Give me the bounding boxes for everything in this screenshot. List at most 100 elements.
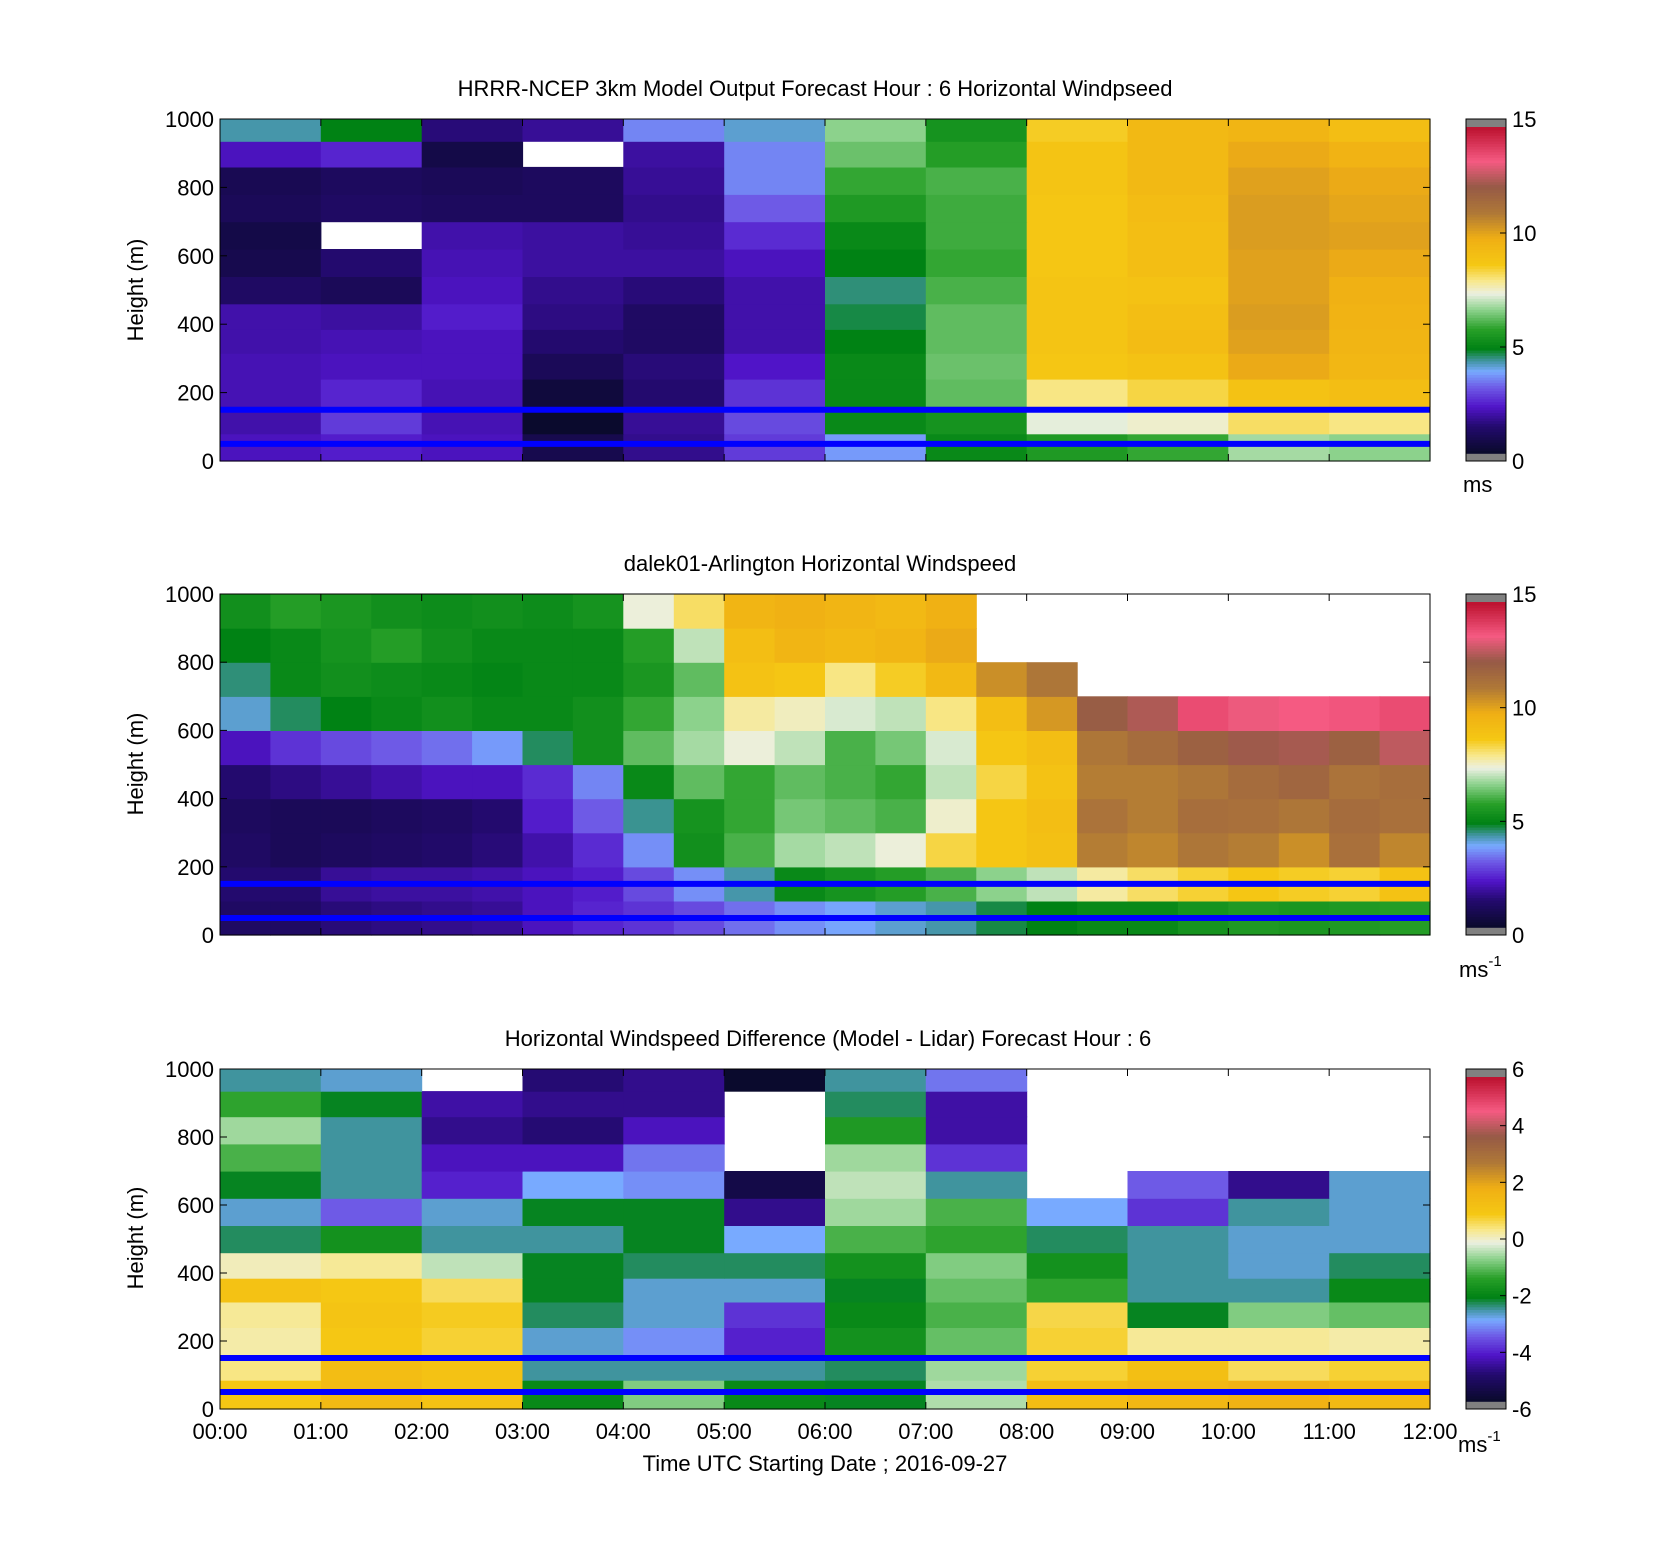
model-heatmap-cell (320, 378, 423, 407)
model-reference-lines (220, 406, 1430, 447)
model-colorbar-swatch (1466, 281, 1506, 286)
model-heatmap-cell (320, 249, 423, 277)
model-heatmap-cell (1026, 194, 1129, 223)
lidar-heatmap-cell (1127, 730, 1179, 766)
model-colorbar-swatch (1466, 344, 1506, 348)
model-colorbar-swatch (1466, 227, 1506, 231)
model-heatmap-cell (724, 141, 826, 168)
lidar-heatmap-cell (220, 832, 271, 868)
difference-heatmap-cell (825, 1091, 927, 1118)
difference-heatmap-cell (220, 1278, 322, 1303)
lidar-colorbar-swatch (1466, 664, 1506, 668)
lidar-heatmap-cell (1228, 764, 1280, 800)
lidar-heatmap-cell (421, 798, 473, 834)
difference-heatmap-cell (925, 1143, 1028, 1172)
lidar-heatmap-cell (673, 798, 725, 834)
model-heatmap-cell (1026, 329, 1129, 354)
lidar-colorbar-swatch (1466, 805, 1506, 809)
model-heatmap-cell (724, 194, 826, 223)
difference-heatmap-cell (925, 1091, 1028, 1118)
lidar-colorbar-swatch (1466, 707, 1506, 712)
difference-colorbar-swatch (1466, 1147, 1506, 1151)
x-axis-label: Time UTC Starting Date ; 2016-09-27 (643, 1451, 1008, 1476)
lidar-colorbar-swatch (1466, 623, 1506, 628)
difference-heatmap-cell (724, 1252, 826, 1279)
model-heatmap-cell (421, 194, 524, 223)
difference-colorbar-swatch (1466, 1349, 1506, 1354)
lidar-heatmap-cell (1026, 764, 1078, 800)
model-colorbar-swatch (1466, 360, 1506, 365)
difference-colorbar-swatch (1466, 1168, 1506, 1173)
model-heatmap-cell (1026, 166, 1129, 195)
lidar-heatmap-cell (925, 764, 977, 800)
difference-colorbar-swatch (1466, 1079, 1506, 1084)
lidar-heatmap-cell (220, 696, 271, 731)
lidar-heatmap-cell (1329, 798, 1381, 834)
difference-colorbar-swatch (1466, 1387, 1506, 1391)
model-colorbar-swatch (1466, 439, 1506, 443)
difference-colorbar-swatch (1466, 1328, 1506, 1332)
lidar-colorbar-over (1466, 594, 1506, 602)
model-heatmap-cell (825, 166, 927, 195)
difference-colorbar-swatch (1466, 1236, 1506, 1240)
model-colorbar-swatch (1466, 287, 1506, 291)
lidar-colorbar-swatch (1466, 702, 1506, 706)
difference-colorbar-swatch (1466, 1228, 1506, 1232)
difference-y-tick-label: 1000 (165, 1057, 214, 1082)
difference-colorbar-swatch (1466, 1255, 1506, 1259)
lidar-heatmap-cell (724, 832, 776, 868)
lidar-y-axis-label: Height (m) (123, 713, 148, 816)
lidar-colorbar-swatch (1466, 615, 1506, 619)
difference-heatmap-cell (220, 1069, 322, 1092)
difference-colorbar-swatch (1466, 1320, 1506, 1324)
lidar-heatmap-cell (673, 832, 725, 868)
lidar-colorbar-tick-label: 5 (1512, 809, 1524, 834)
difference-heatmap-cell (421, 1278, 524, 1303)
lidar-colorbar-swatch (1466, 637, 1506, 641)
lidar-heatmap-cell (825, 832, 876, 868)
model-colorbar-swatch (1466, 374, 1506, 378)
lidar-heatmap-cell (1228, 730, 1280, 766)
model-colorbar-swatch (1466, 148, 1506, 153)
difference-heatmap-cell (1329, 1301, 1431, 1328)
lidar-colorbar-swatch (1466, 772, 1506, 777)
lidar-heatmap-cell (1127, 798, 1179, 834)
x-tick-label: 00:00 (192, 1419, 247, 1444)
model-colorbar-swatch (1466, 401, 1506, 405)
difference-heatmap-cell (1329, 1171, 1431, 1199)
difference-heatmap-cell (1127, 1327, 1229, 1356)
lidar-colorbar-swatch (1466, 710, 1506, 714)
lidar-heatmap-cell (220, 764, 271, 800)
lidar-heatmap-cell (1026, 832, 1078, 868)
lidar-colorbar-swatch (1466, 713, 1506, 717)
difference-colorbar-swatch (1466, 1317, 1506, 1321)
difference-colorbar-tick-label: 0 (1512, 1227, 1524, 1252)
model-colorbar-swatch (1466, 390, 1506, 394)
lidar-colorbar-swatch (1466, 607, 1506, 611)
model-colorbar-swatch (1466, 194, 1506, 199)
model-colorbar-swatch (1466, 132, 1506, 136)
difference-colorbar-swatch (1466, 1158, 1506, 1162)
lidar-colorbar-swatch (1466, 905, 1506, 909)
difference-colorbar-swatch (1466, 1233, 1506, 1238)
lidar-colorbar-swatch (1466, 918, 1506, 923)
difference-heatmap-cell (724, 1069, 826, 1092)
model-colorbar-swatch (1466, 135, 1506, 139)
difference-heatmap-cell (825, 1278, 927, 1303)
model-colorbar-swatch (1466, 213, 1506, 218)
difference-heatmap-cell (421, 1143, 524, 1172)
model-colorbar-swatch (1466, 162, 1506, 166)
difference-colorbar-swatch (1466, 1125, 1506, 1130)
model-colorbar-swatch (1466, 428, 1506, 433)
model-heatmap-cell (623, 194, 725, 223)
model-heatmap-cell (421, 141, 524, 168)
difference-heatmap-cell (1127, 1171, 1229, 1199)
lidar-colorbar-swatch (1466, 897, 1506, 901)
model-heatmap-cell (421, 119, 524, 142)
model-colorbar-swatch (1466, 197, 1506, 202)
model-heatmap-cell (623, 276, 725, 305)
lidar-heatmap-cell (875, 798, 927, 834)
lidar-heatmap-cell (522, 662, 574, 697)
model-heatmap-cell (1127, 166, 1229, 195)
x-tick-label: 12:00 (1402, 1419, 1457, 1444)
